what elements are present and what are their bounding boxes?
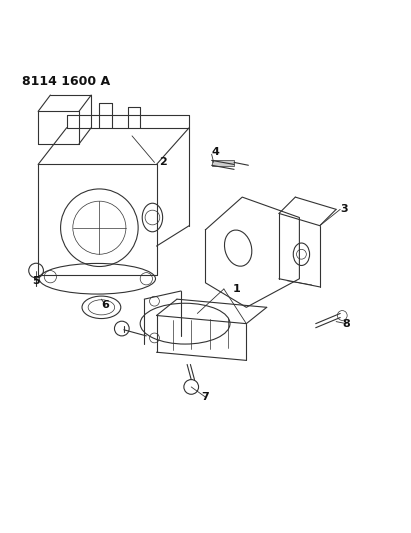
Text: 6: 6	[102, 300, 109, 310]
Text: 8114 1600 A: 8114 1600 A	[22, 75, 110, 87]
Text: 8: 8	[342, 319, 350, 329]
Text: 3: 3	[340, 204, 348, 214]
Text: 5: 5	[32, 276, 40, 286]
Text: 4: 4	[212, 147, 219, 157]
Bar	[212, 160, 234, 166]
Text: 7: 7	[202, 392, 209, 402]
Text: 2: 2	[159, 157, 166, 167]
Text: 1: 1	[232, 284, 240, 294]
